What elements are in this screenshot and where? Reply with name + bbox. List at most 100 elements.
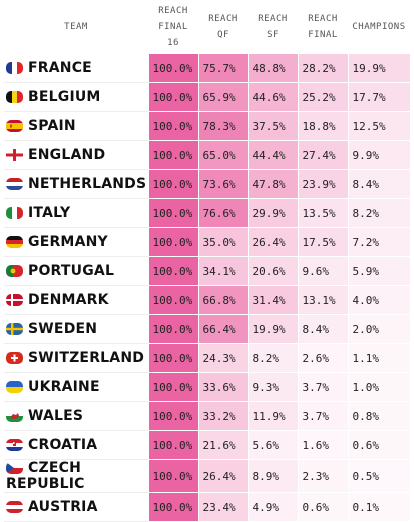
team-name: AUSTRIA [28, 499, 98, 515]
cell-qf: 35.0% [197, 227, 248, 257]
cell-r16: 100.0% [147, 227, 198, 257]
cell-r16: 100.0% [147, 82, 198, 112]
cell-qf: 65.9% [197, 82, 248, 112]
cell-r16: 100.0% [147, 459, 198, 493]
team-cell: SPAIN [4, 111, 148, 141]
cell-sf: 11.9% [247, 401, 298, 431]
table-row: ITALY 100.0% 76.6% 29.9% 13.5% 8.2% [4, 198, 410, 228]
austria-flag-icon [6, 501, 23, 513]
cell-champ: 0.1% [347, 492, 410, 522]
cell-champ: 7.2% [347, 227, 410, 257]
cell-r16: 100.0% [147, 430, 198, 460]
header-sf-line: SF [267, 30, 279, 40]
table-row: WALES 100.0% 33.2% 11.9% 3.7% 0.8% [4, 401, 410, 431]
team-cell: NETHERLANDS [4, 169, 148, 199]
cell-r16: 100.0% [147, 285, 198, 315]
odds-table-container: TEAM REACH FINAL 16 REACH QF REACH SF RE… [4, 6, 410, 522]
cell-champ: 0.8% [347, 401, 410, 431]
cell-final: 0.6% [297, 492, 348, 522]
cell-champ: 4.0% [347, 285, 410, 315]
cell-qf: 23.4% [197, 492, 248, 522]
team-name: SPAIN [28, 118, 76, 134]
cell-champ: 0.5% [347, 459, 410, 493]
header-r16-line: FINAL [158, 22, 188, 32]
cell-final: 17.5% [297, 227, 348, 257]
table-row: SWITZERLAND 100.0% 24.3% 8.2% 2.6% 1.1% [4, 343, 410, 373]
header-team: TEAM [64, 22, 88, 32]
ukraine-flag-icon [6, 381, 23, 393]
cell-qf: 33.6% [197, 372, 248, 402]
table-row: BELGIUM 100.0% 65.9% 44.6% 25.2% 17.7% [4, 82, 410, 112]
cell-champ: 9.9% [347, 140, 410, 170]
cell-champ: 8.2% [347, 198, 410, 228]
table-row: PORTUGAL 100.0% 34.1% 20.6% 9.6% 5.9% [4, 256, 410, 286]
cell-r16: 100.0% [147, 169, 198, 199]
team-cell: CZECH REPUBLIC [4, 459, 148, 493]
switzerland-flag-icon [6, 352, 23, 364]
sweden-flag-icon [6, 323, 23, 335]
cell-qf: 66.4% [197, 314, 248, 344]
team-name: WALES [28, 408, 84, 424]
team-name: GERMANY [28, 234, 108, 250]
cell-qf: 21.6% [197, 430, 248, 460]
cell-final: 9.6% [297, 256, 348, 286]
cell-final: 27.4% [297, 140, 348, 170]
cell-champ: 5.9% [347, 256, 410, 286]
cell-r16: 100.0% [147, 372, 198, 402]
header-reach-final-16: REACH FINAL 16 [148, 0, 198, 54]
team-cell: GERMANY [4, 227, 148, 257]
czech-republic-flag-icon [6, 462, 23, 474]
france-flag-icon [6, 62, 23, 74]
header-reach-final: REACH FINAL [298, 0, 348, 54]
team-name: ENGLAND [28, 147, 106, 163]
header-row: TEAM REACH FINAL 16 REACH QF REACH SF RE… [4, 0, 410, 54]
team-cell: FRANCE [4, 54, 148, 83]
england-flag-icon [6, 149, 23, 161]
cell-champ: 19.9% [347, 54, 410, 83]
team-name: NETHERLANDS [28, 176, 147, 192]
cell-r16: 100.0% [147, 343, 198, 373]
table-body: FRANCE 100.0% 75.7% 48.8% 28.2% 19.9% BELGIUM 1… [4, 54, 410, 522]
header-r16-line: 16 [167, 38, 179, 48]
team-name: PORTUGAL [28, 263, 115, 279]
cell-qf: 65.0% [197, 140, 248, 170]
cell-champ: 2.0% [347, 314, 410, 344]
header-reach-sf: REACH SF [248, 0, 298, 54]
cell-sf: 4.9% [247, 492, 298, 522]
team-name: BELGIUM [28, 89, 101, 105]
team-cell: ITALY [4, 198, 148, 228]
team-cell: SWITZERLAND [4, 343, 148, 373]
team-cell: UKRAINE [4, 372, 148, 402]
cell-final: 13.5% [297, 198, 348, 228]
cell-qf: 66.8% [197, 285, 248, 315]
odds-table: TEAM REACH FINAL 16 REACH QF REACH SF RE… [4, 0, 410, 522]
cell-sf: 8.9% [247, 459, 298, 493]
team-cell: PORTUGAL [4, 256, 148, 286]
cell-final: 3.7% [297, 401, 348, 431]
cell-qf: 75.7% [197, 54, 248, 83]
header-r16-line: REACH [158, 6, 188, 16]
cell-sf: 48.8% [247, 54, 298, 83]
table-row: SWEDEN 100.0% 66.4% 19.9% 8.4% 2.0% [4, 314, 410, 344]
belgium-flag-icon [6, 91, 23, 103]
cell-final: 1.6% [297, 430, 348, 460]
cell-qf: 24.3% [197, 343, 248, 373]
cell-r16: 100.0% [147, 401, 198, 431]
netherlands-flag-icon [6, 178, 23, 190]
cell-final: 23.9% [297, 169, 348, 199]
cell-sf: 9.3% [247, 372, 298, 402]
table-row: NETHERLANDS 100.0% 73.6% 47.8% 23.9% 8.4% [4, 169, 410, 199]
cell-qf: 26.4% [197, 459, 248, 493]
team-cell: ENGLAND [4, 140, 148, 170]
table-row: ENGLAND 100.0% 65.0% 44.4% 27.4% 9.9% [4, 140, 410, 170]
header-reach-qf: REACH QF [198, 0, 248, 54]
cell-champ: 12.5% [347, 111, 410, 141]
team-cell: CROATIA [4, 430, 148, 460]
germany-flag-icon [6, 236, 23, 248]
table-row: DENMARK 100.0% 66.8% 31.4% 13.1% 4.0% [4, 285, 410, 315]
cell-champ: 17.7% [347, 82, 410, 112]
header-final-line: FINAL [308, 30, 338, 40]
cell-sf: 31.4% [247, 285, 298, 315]
cell-qf: 34.1% [197, 256, 248, 286]
team-name: SWEDEN [28, 321, 98, 337]
